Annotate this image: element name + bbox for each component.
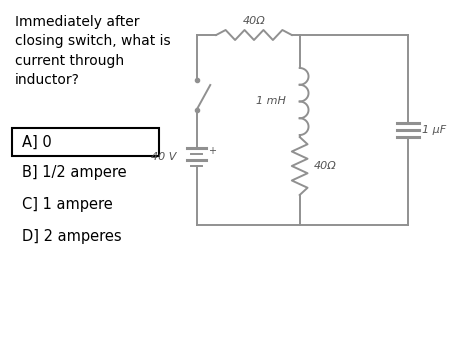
- Text: Immediately after
closing switch, what is
current through
inductor?: Immediately after closing switch, what i…: [15, 15, 171, 88]
- Text: C] 1 ampere: C] 1 ampere: [22, 197, 112, 213]
- Text: 40Ω: 40Ω: [243, 16, 266, 26]
- Text: B] 1/2 ampere: B] 1/2 ampere: [22, 166, 126, 180]
- Text: D] 2 amperes: D] 2 amperes: [22, 230, 121, 244]
- Bar: [12, 128, 159, 156]
- Text: 40Ω: 40Ω: [314, 161, 336, 171]
- Text: 1 μF: 1 μF: [422, 125, 446, 135]
- Text: A] 0: A] 0: [22, 135, 51, 149]
- Text: 1 mH: 1 mH: [256, 97, 286, 106]
- Text: +: +: [208, 146, 216, 156]
- Text: 40 V: 40 V: [152, 152, 177, 162]
